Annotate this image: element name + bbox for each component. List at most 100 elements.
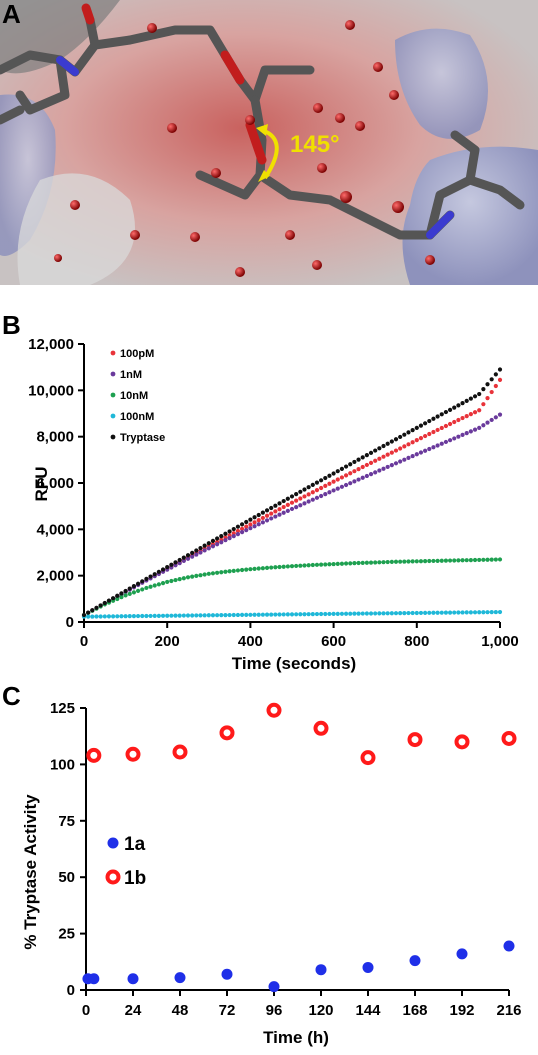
data-point bbox=[198, 550, 202, 554]
data-point bbox=[344, 473, 348, 477]
data-point bbox=[369, 472, 373, 476]
data-point bbox=[311, 498, 315, 502]
rfu-y-tick-label: 4,000 bbox=[36, 521, 74, 538]
data-point bbox=[494, 372, 498, 376]
data-point bbox=[365, 453, 369, 457]
data-point bbox=[365, 561, 369, 565]
data-point bbox=[494, 610, 498, 614]
rfu-x-tick-label: 400 bbox=[238, 633, 263, 650]
rfu-x-tick-label: 800 bbox=[404, 633, 429, 650]
data-point bbox=[252, 524, 256, 528]
rfu-y-axis-title: RFU bbox=[32, 467, 51, 502]
data-point bbox=[240, 568, 244, 572]
data-point bbox=[386, 442, 390, 446]
data-point bbox=[415, 426, 419, 430]
rfu-y-tick-label: 12,000 bbox=[28, 336, 74, 353]
activity-x-axis-title: Time (h) bbox=[263, 1028, 329, 1047]
data-point bbox=[298, 612, 302, 616]
data-point bbox=[261, 520, 265, 524]
data-point bbox=[402, 444, 406, 448]
data-point bbox=[215, 571, 219, 575]
legend-label-10nm: 10nM bbox=[120, 390, 148, 402]
data-point bbox=[215, 613, 219, 617]
data-point bbox=[498, 367, 502, 371]
data-point bbox=[265, 508, 269, 512]
data-point bbox=[457, 948, 468, 959]
data-point bbox=[128, 614, 132, 618]
data-point bbox=[427, 432, 431, 436]
data-point bbox=[311, 563, 315, 567]
data-point bbox=[222, 969, 233, 980]
data-point bbox=[440, 611, 444, 615]
activity-y-axis-title: % Tryptase Activity bbox=[21, 794, 40, 950]
data-point bbox=[182, 576, 186, 580]
data-point bbox=[340, 475, 344, 479]
data-point bbox=[294, 492, 298, 496]
data-point bbox=[115, 614, 119, 618]
data-point bbox=[298, 490, 302, 494]
data-point bbox=[423, 421, 427, 425]
data-point bbox=[394, 560, 398, 564]
data-point bbox=[394, 461, 398, 465]
data-point bbox=[348, 612, 352, 616]
data-point bbox=[302, 487, 306, 491]
data-point bbox=[157, 614, 161, 618]
data-point bbox=[377, 446, 381, 450]
data-point bbox=[298, 496, 302, 500]
data-point bbox=[440, 412, 444, 416]
data-point bbox=[219, 534, 223, 538]
data-point bbox=[111, 614, 115, 618]
data-point bbox=[402, 458, 406, 462]
data-point bbox=[490, 558, 494, 562]
rfu-x-axis-title: Time (seconds) bbox=[232, 654, 356, 673]
data-point bbox=[494, 415, 498, 419]
activity-x-tick-label: 120 bbox=[308, 1002, 333, 1019]
data-point bbox=[124, 593, 128, 597]
data-point bbox=[273, 509, 277, 513]
data-point bbox=[178, 614, 182, 618]
data-point bbox=[390, 451, 394, 455]
data-point bbox=[277, 501, 281, 505]
panel-a-molecular-structure: 145° A bbox=[0, 0, 538, 285]
data-point bbox=[406, 456, 410, 460]
activity-x-tick-label: 144 bbox=[355, 1002, 381, 1019]
data-point bbox=[356, 612, 360, 616]
data-point bbox=[261, 566, 265, 570]
data-point bbox=[232, 527, 236, 531]
data-point bbox=[373, 459, 377, 463]
data-point bbox=[456, 403, 460, 407]
data-point bbox=[369, 461, 373, 465]
data-point bbox=[223, 613, 227, 617]
data-point bbox=[277, 612, 281, 616]
data-point bbox=[161, 567, 165, 571]
data-point bbox=[477, 408, 481, 412]
data-point bbox=[282, 511, 286, 515]
data-point bbox=[223, 532, 227, 536]
data-point bbox=[257, 566, 261, 570]
data-point bbox=[361, 611, 365, 615]
data-point bbox=[128, 749, 139, 760]
data-point bbox=[481, 423, 485, 427]
data-point bbox=[257, 518, 261, 522]
data-point bbox=[148, 614, 152, 618]
data-point bbox=[336, 487, 340, 491]
data-point bbox=[427, 611, 431, 615]
data-point bbox=[286, 509, 290, 513]
data-point bbox=[144, 577, 148, 581]
data-point bbox=[228, 529, 232, 533]
data-point bbox=[311, 612, 315, 616]
data-point bbox=[460, 416, 464, 420]
data-point bbox=[419, 436, 423, 440]
legend-marker-10nm bbox=[111, 393, 116, 398]
data-point bbox=[302, 612, 306, 616]
data-point bbox=[415, 452, 419, 456]
data-point bbox=[386, 465, 390, 469]
data-point bbox=[316, 723, 327, 734]
data-point bbox=[252, 613, 256, 617]
data-point bbox=[207, 541, 211, 545]
data-point bbox=[411, 440, 415, 444]
data-point bbox=[290, 612, 294, 616]
